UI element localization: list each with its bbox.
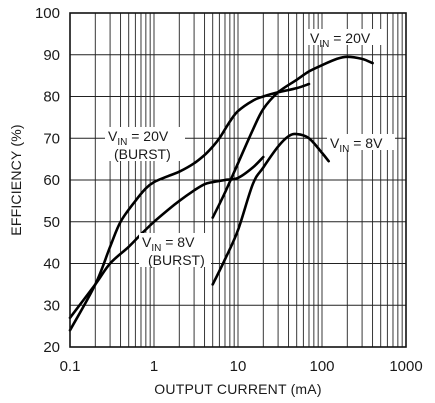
grid	[70, 13, 406, 347]
x-tick-label: 0.1	[60, 358, 81, 375]
plot-frame	[69, 12, 407, 348]
y-tick-label: 40	[43, 256, 60, 273]
curve-label-backdrop	[307, 29, 383, 45]
curve-label-line1: VIN = 8V	[142, 234, 195, 254]
curve-label-2: VIN = 8V(BURST)	[139, 233, 211, 268]
y-tick-label: 20	[43, 339, 60, 356]
y-axis-label: EFFICIENCY (%)	[8, 124, 24, 235]
y-tick-label: 50	[43, 214, 60, 231]
x-tick-label: 1000	[389, 358, 422, 375]
y-tick-label: 70	[43, 130, 60, 147]
series-line-4	[211, 132, 330, 286]
series-line-3	[211, 55, 374, 219]
curve-label-backdrop	[105, 127, 185, 161]
x-tick-label: 100	[309, 358, 334, 375]
curve-label-3: VIN = 20V	[307, 29, 383, 50]
curve-label-line1: VIN = 20V	[310, 30, 371, 50]
y-tick-label: 80	[43, 89, 60, 106]
x-tick-label: 1	[150, 358, 158, 375]
curve-label-line1: VIN = 8V	[330, 135, 383, 155]
series-lines	[68, 55, 374, 332]
y-tick-label: 90	[43, 47, 60, 64]
curve-label-line2: (BURST)	[148, 252, 205, 268]
series-line-1	[68, 82, 311, 332]
x-axis-label: OUTPUT CURRENT (mA)	[154, 381, 321, 397]
x-tick-label: 10	[230, 358, 247, 375]
y-tick-label: 60	[43, 172, 60, 189]
y-tick-label: 100	[35, 5, 60, 22]
curve-label-line1: VIN = 20V	[108, 128, 169, 148]
curve-label-backdrop	[327, 134, 395, 150]
curve-labels: VIN = 20V(BURST)VIN = 8V(BURST)VIN = 20V…	[105, 29, 395, 268]
curve-label-4: VIN = 8V	[327, 134, 395, 155]
curve-label-backdrop	[139, 233, 211, 267]
y-tick-label: 30	[43, 297, 60, 314]
curve-label-line2: (BURST)	[114, 146, 171, 162]
curve-label-1: VIN = 20V(BURST)	[105, 127, 185, 162]
tick-labels: 0.1 1 10 100 1000 20 30 40 50 60 70 80 90 100	[35, 5, 423, 375]
series-line-2	[68, 155, 265, 320]
